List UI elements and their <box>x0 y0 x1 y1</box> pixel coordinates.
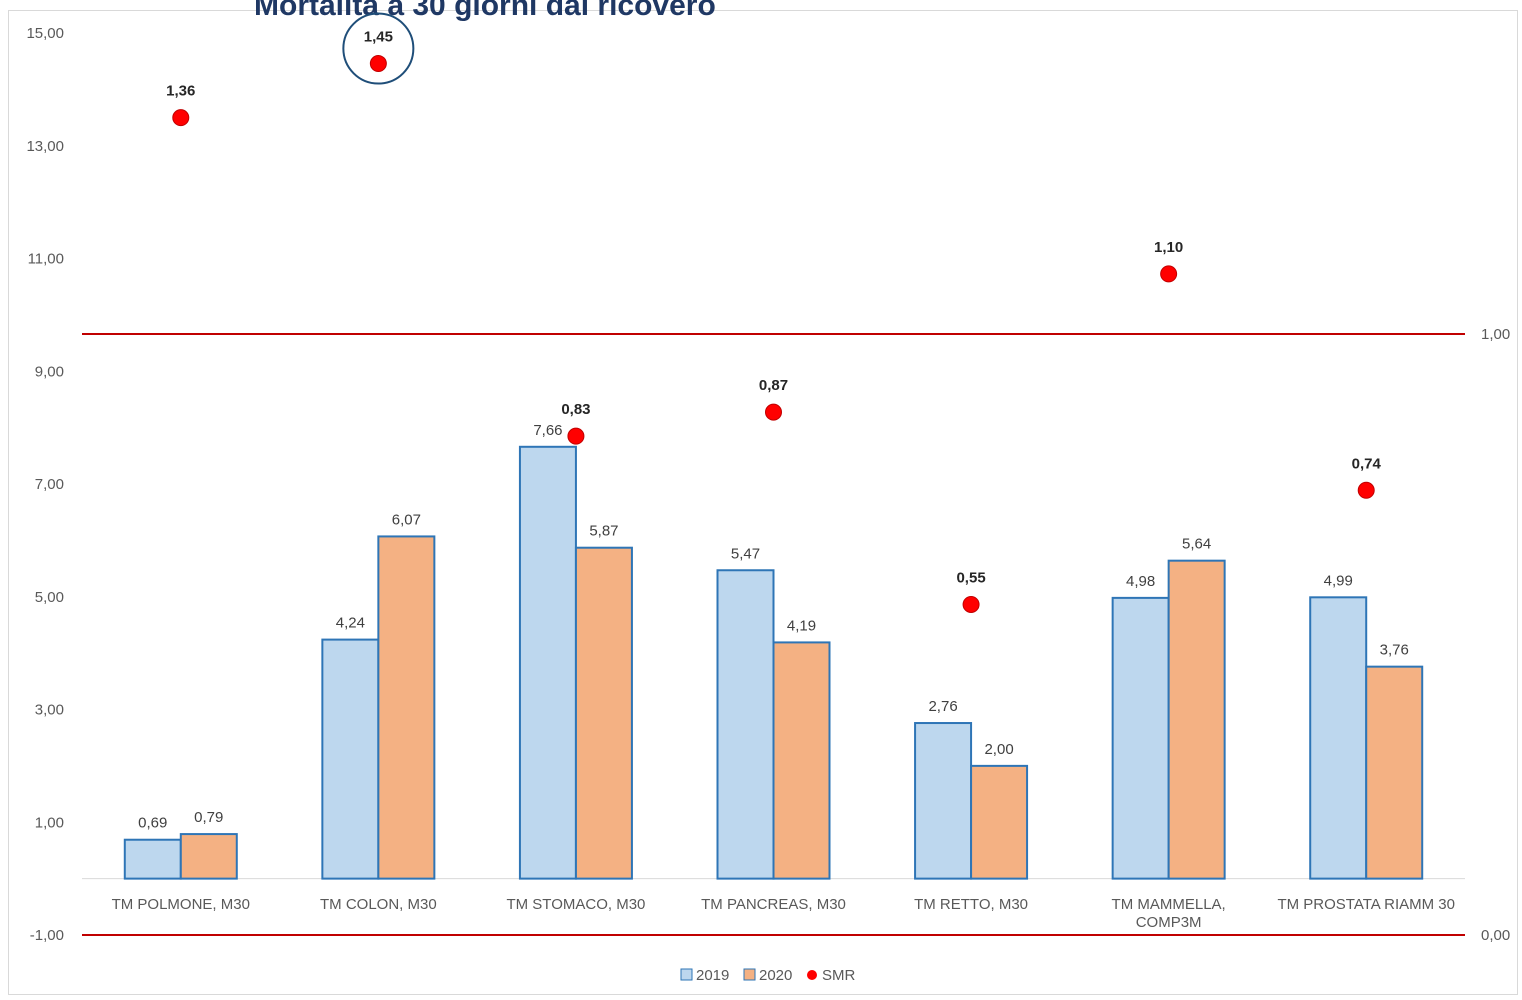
smr-point <box>1160 265 1178 283</box>
bar-2019 <box>914 722 973 880</box>
bar-data-label-2020: 0,79 <box>194 809 223 826</box>
bar-2020 <box>772 641 831 880</box>
bar-2020 <box>1365 665 1424 880</box>
bars: 0,69 4,24 7,66 5,47 2,76 4,98 4,99 0,79 6,07 5,87… <box>123 422 1424 880</box>
legend-label-SMR: SMR <box>822 967 856 984</box>
y-left-tick-label: 7,00 <box>35 476 64 493</box>
y-left-tick-label: 9,00 <box>35 363 64 380</box>
smr-point <box>369 55 387 73</box>
legend-swatch-2019 <box>680 968 693 981</box>
category-label: TM POLMONE, M30 <box>112 896 250 913</box>
bar-data-label-2020: 3,76 <box>1380 642 1409 659</box>
category-label: TM COLON, M30 <box>320 896 437 913</box>
smr-point <box>567 427 585 445</box>
category-label: COMP3M <box>1136 914 1202 931</box>
smr-point <box>765 403 782 421</box>
highlight-circle <box>342 12 415 85</box>
bar-2020 <box>377 535 436 880</box>
bar-data-label-2020: 6,07 <box>392 511 421 528</box>
legend-label-2019: 2019 <box>696 967 729 984</box>
legend: 2019 2020 SMR <box>680 967 856 984</box>
bar-2019 <box>1111 596 1170 880</box>
category-label: TM STOMACO, M30 <box>506 896 645 913</box>
y-right-tick-label: 0,00 <box>1481 927 1510 944</box>
smr-points: 1,36 1,45 0,83 0,87 0,55 1,10 0,74 <box>166 12 1382 613</box>
category-label: TM PANCREAS, M30 <box>701 896 846 913</box>
smr-data-label: 0,74 <box>1352 455 1382 472</box>
bar-data-label-2020: 4,19 <box>787 617 816 634</box>
bar-2020 <box>970 764 1029 880</box>
smr-data-label: 0,55 <box>956 569 985 586</box>
category-label: TM MAMMELLA, <box>1112 896 1226 913</box>
smr-point <box>962 595 980 613</box>
bar-2019 <box>1309 596 1368 880</box>
bar-2020 <box>574 546 633 880</box>
y-right-tick-label: 1,00 <box>1481 326 1510 343</box>
y-left-tick-label: 3,00 <box>35 702 64 719</box>
smr-point <box>172 109 190 127</box>
category-label: TM RETTO, M30 <box>914 896 1028 913</box>
bar-2020 <box>1167 559 1226 880</box>
category-labels: TM POLMONE, M30 TM COLON, M30 TM STOMACO, … <box>112 896 1455 931</box>
bar-data-label-2019: 0,69 <box>138 815 167 832</box>
smr-data-label: 0,87 <box>759 377 788 394</box>
bar-2019 <box>123 838 182 880</box>
y-left-tick-label: 15,00 <box>26 25 64 42</box>
legend-label-2020: 2020 <box>759 967 792 984</box>
smr-point <box>1357 481 1375 499</box>
bar-data-label-2019: 4,98 <box>1126 573 1155 590</box>
y-left-tick-label: 13,00 <box>26 138 64 155</box>
bar-data-label-2019: 7,66 <box>533 422 562 439</box>
smr-data-label: 0,83 <box>561 401 590 418</box>
bar-data-label-2020: 2,00 <box>984 741 1013 758</box>
bar-2019 <box>518 445 577 880</box>
bar-2019 <box>321 638 380 880</box>
bar-data-label-2019: 4,24 <box>336 615 365 632</box>
y-left-tick-label: 11,00 <box>28 251 64 268</box>
smr-data-label: 1,36 <box>166 83 195 100</box>
bar-data-label-2019: 4,99 <box>1324 572 1353 589</box>
bar-2020 <box>179 833 238 880</box>
legend-swatch-SMR <box>807 970 817 980</box>
bar-data-label-2019: 2,76 <box>928 698 957 715</box>
y-left-tick-label: -1,00 <box>30 927 64 944</box>
bar-data-label-2020: 5,64 <box>1182 536 1211 553</box>
y-left-tick-label: 1,00 <box>35 814 64 831</box>
chart-title: Mortalità a 30 giorni dal ricovero <box>254 0 716 22</box>
bar-data-label-2020: 5,87 <box>589 523 618 540</box>
smr-data-label: 1,10 <box>1154 239 1183 256</box>
category-label: TM PROSTATA RIAMM 30 <box>1277 896 1455 913</box>
bar-data-label-2019: 5,47 <box>731 545 760 562</box>
legend-swatch-2020 <box>743 968 756 981</box>
axis-labels: -1,00 1,00 3,00 5,00 7,00 9,00 11,00 13,00 15,00… <box>26 25 1510 944</box>
bar-2019 <box>716 569 775 880</box>
y-left-tick-label: 5,00 <box>35 589 64 606</box>
smr-data-label: 1,45 <box>364 29 393 46</box>
